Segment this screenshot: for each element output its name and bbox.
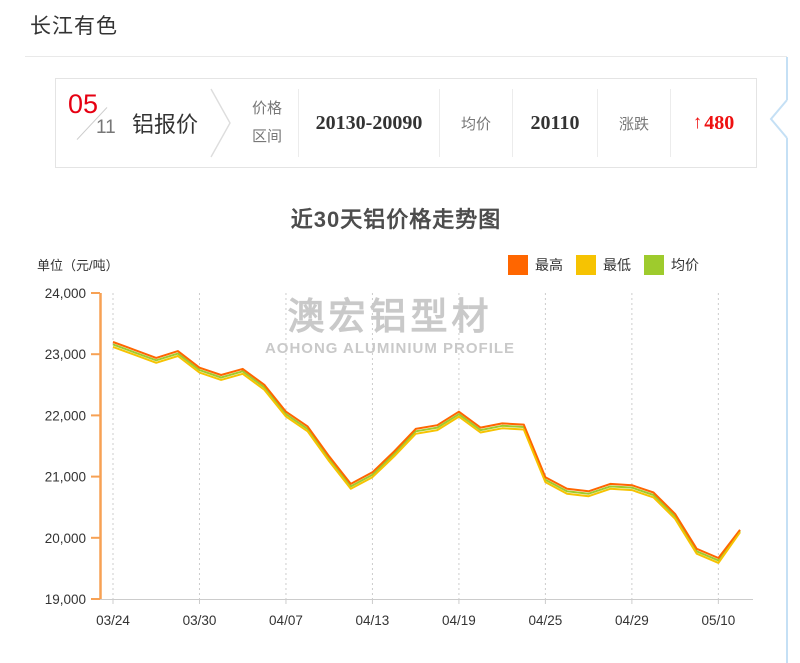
x-tick-label: 04/25	[529, 613, 563, 628]
y-tick-label: 24,000	[45, 286, 86, 301]
legend-swatch-high	[508, 255, 528, 275]
legend-swatch-avg	[644, 255, 664, 275]
legend-item-avg[interactable]: 均价	[644, 255, 699, 275]
average-price-value: 20110	[530, 111, 580, 134]
series-line-最高	[112, 341, 741, 559]
chart-title: 近30天铝价格走势图	[290, 207, 502, 232]
legend-swatch-low	[576, 255, 596, 275]
y-tick-label: 20,000	[45, 531, 86, 546]
up-arrow-icon: ↑	[692, 112, 703, 133]
y-axis: 24,000 23,000 22,000 21,000 20,000 19,000	[45, 286, 102, 607]
x-tick-label: 04/07	[269, 613, 303, 628]
price-range-value: 20130-20090	[315, 111, 423, 134]
series-line-最低	[112, 345, 741, 564]
series-line-均价	[112, 343, 741, 562]
x-tick-label: 05/10	[701, 613, 735, 628]
divider	[670, 89, 671, 157]
x-tick-label: 04/29	[615, 613, 649, 628]
header-divider	[25, 56, 787, 57]
quote-date-day: 11	[96, 117, 116, 138]
x-tick-label: 04/13	[356, 613, 390, 628]
x-tick-label: 04/19	[442, 613, 476, 628]
y-axis-unit-label: 单位（元/吨）	[37, 258, 119, 273]
y-tick-label: 23,000	[45, 347, 86, 362]
gridlines	[112, 293, 719, 599]
change-label: 涨跌	[618, 115, 649, 133]
divider	[439, 89, 440, 157]
legend-item-low[interactable]: 最低	[576, 255, 631, 275]
price-range-label: 价格 区间	[251, 100, 282, 145]
chart-legend: 最高 最低 均价	[508, 255, 699, 275]
series-lines	[112, 341, 741, 564]
x-tick-label: 03/30	[183, 613, 217, 628]
change-value: ↑ 480	[692, 111, 735, 134]
rail-collapse-chevron-icon[interactable]	[769, 99, 788, 139]
quote-product-name: 铝报价	[131, 112, 198, 137]
average-price-label: 均价	[460, 115, 491, 133]
legend-item-high[interactable]: 最高	[508, 255, 563, 275]
quote-date-month: 05	[68, 89, 99, 119]
chevron-right-separator-icon	[206, 79, 236, 167]
x-axis: 03/24 03/30 04/07 04/13 04/19 04/25 04/29 05/10	[96, 599, 753, 628]
page-title: 长江有色	[30, 15, 118, 38]
x-tick-label: 03/24	[96, 613, 130, 628]
y-tick-label: 19,000	[45, 592, 86, 607]
divider	[298, 89, 299, 157]
y-tick-label: 21,000	[45, 470, 86, 485]
divider	[512, 89, 513, 157]
quote-date: 05 11	[56, 79, 124, 167]
divider	[597, 89, 598, 157]
y-tick-label: 22,000	[45, 408, 86, 423]
aluminium-quote-bar[interactable]: 05 11 铝报价 价格 区间 20130-20090 均价 20110 涨跌 …	[55, 78, 757, 168]
